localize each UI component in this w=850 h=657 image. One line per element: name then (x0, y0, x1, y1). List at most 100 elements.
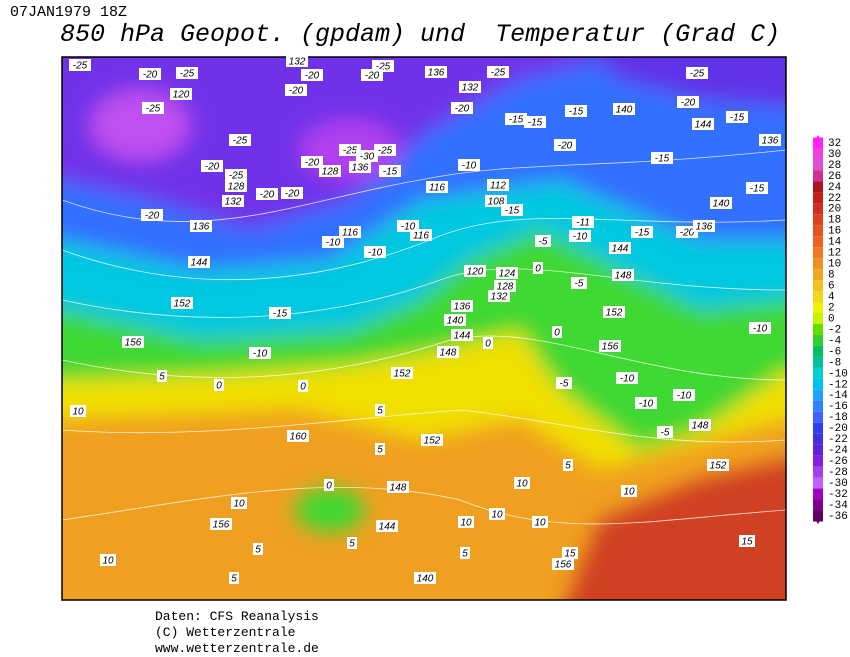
colorbar-swatch (813, 356, 823, 368)
contour-label-box (599, 340, 621, 352)
contour-label: -10 (620, 374, 635, 385)
contour-label: 148 (615, 271, 632, 282)
contour-label: 136 (454, 302, 471, 313)
contour-label: -25 (378, 146, 393, 157)
contour-label-box (322, 236, 344, 248)
contour-label-box (364, 246, 386, 258)
contour-label-box (122, 336, 144, 348)
colorbar-swatch (813, 444, 823, 456)
contour-label: -20 (285, 189, 300, 200)
contour-label-box (616, 372, 638, 384)
contour-label: 15 (741, 537, 753, 548)
contour-label-box (603, 306, 625, 318)
contour-label: -25 (491, 68, 506, 79)
contour-label-box (494, 280, 516, 292)
contour-label-box (231, 497, 247, 509)
contour-label: -25 (146, 104, 161, 115)
contour-label-box (693, 220, 715, 232)
colorbar-label: -26 (828, 456, 848, 468)
contour-label-box (229, 572, 239, 584)
colorbar-swatch (813, 236, 823, 248)
contour-label: 120 (467, 267, 484, 278)
contour-label-box (635, 397, 657, 409)
contour-label: 10 (460, 518, 472, 529)
contour-label: 0 (216, 381, 222, 392)
contour-label: 116 (429, 183, 445, 194)
colorbar-swatch (813, 214, 823, 226)
colorbar-cap (813, 516, 823, 524)
colorbar-label: -30 (828, 478, 848, 490)
contour-label: -20 (260, 190, 275, 201)
colorbar-swatch (813, 334, 823, 346)
contour-label-box (485, 195, 507, 207)
colorbar-swatch (813, 192, 823, 204)
contour-label-box (459, 81, 481, 93)
contour-label-box (347, 537, 357, 549)
colorbar-swatch (813, 433, 823, 445)
contour-label-box (222, 195, 244, 207)
contour-label: -20 (205, 162, 220, 173)
contour-label: 136 (762, 136, 779, 147)
contour-label-box (460, 547, 470, 559)
contour-label: 148 (440, 348, 457, 359)
contour-label-box (190, 220, 212, 232)
contour-label: 132 (462, 83, 479, 94)
colorbar-swatch (813, 324, 823, 335)
contour-label-box (356, 150, 378, 162)
contour-label-box (483, 337, 493, 349)
colorbar-label: -24 (828, 445, 848, 457)
colorbar-label: 18 (828, 215, 841, 227)
contour-label: 152 (424, 436, 441, 447)
contour-label-box (710, 197, 732, 209)
contour-label-box (324, 479, 334, 491)
colorbar-label: -16 (828, 401, 848, 413)
colorbar-swatch (813, 137, 823, 149)
contour-label: 5 (565, 461, 571, 472)
contour-label-box (631, 226, 653, 238)
contour-label-box (201, 160, 223, 172)
contour-label: -20 (305, 71, 320, 82)
contour-label: 124 (499, 269, 516, 280)
contour-label-box (458, 159, 480, 171)
contour-label: 140 (417, 574, 434, 585)
contour-label-box (612, 269, 634, 281)
contour-label: -15 (730, 113, 745, 124)
colorbar-label: 4 (828, 291, 835, 303)
contour-label: 5 (377, 445, 383, 456)
colorbar-swatch (813, 488, 823, 500)
contour-label: 0 (554, 328, 560, 339)
contour-label-box (563, 459, 573, 471)
colorbar-swatch (813, 170, 823, 182)
contour-label: 152 (394, 369, 411, 380)
contour-label-box (301, 156, 323, 168)
contour-label: -15 (655, 154, 670, 165)
contour-label: 140 (713, 199, 730, 210)
contour-label: 5 (255, 545, 261, 556)
colorbar-swatch (813, 400, 823, 412)
contour-label: -15 (528, 118, 543, 129)
colorbar-label: -4 (828, 335, 842, 347)
colorbar-label: 16 (828, 226, 841, 238)
colorbar-swatch (813, 269, 823, 281)
contour-label-box (689, 419, 711, 431)
contour-label-box (397, 220, 419, 232)
contour-label: -25 (376, 62, 391, 73)
colorbar-label: 26 (828, 171, 841, 183)
contour-label: 112 (490, 181, 506, 192)
colorbar-label: -32 (828, 489, 848, 501)
contour-label-box (677, 96, 699, 108)
contour-label: -25 (73, 61, 88, 72)
contour-label: 148 (390, 483, 407, 494)
contour-label: -10 (326, 238, 341, 249)
colorbar-label: 20 (828, 204, 841, 216)
contour-label-box (287, 430, 309, 442)
contour-label: 152 (710, 461, 727, 472)
colorbar-swatch (813, 477, 823, 489)
contour-label: -20 (455, 104, 470, 115)
colorbar-swatch (813, 411, 823, 423)
contour-label-box (256, 188, 278, 200)
contour-label-box (552, 558, 574, 570)
contour-label-box (361, 69, 383, 81)
contour-label: 140 (447, 316, 464, 327)
